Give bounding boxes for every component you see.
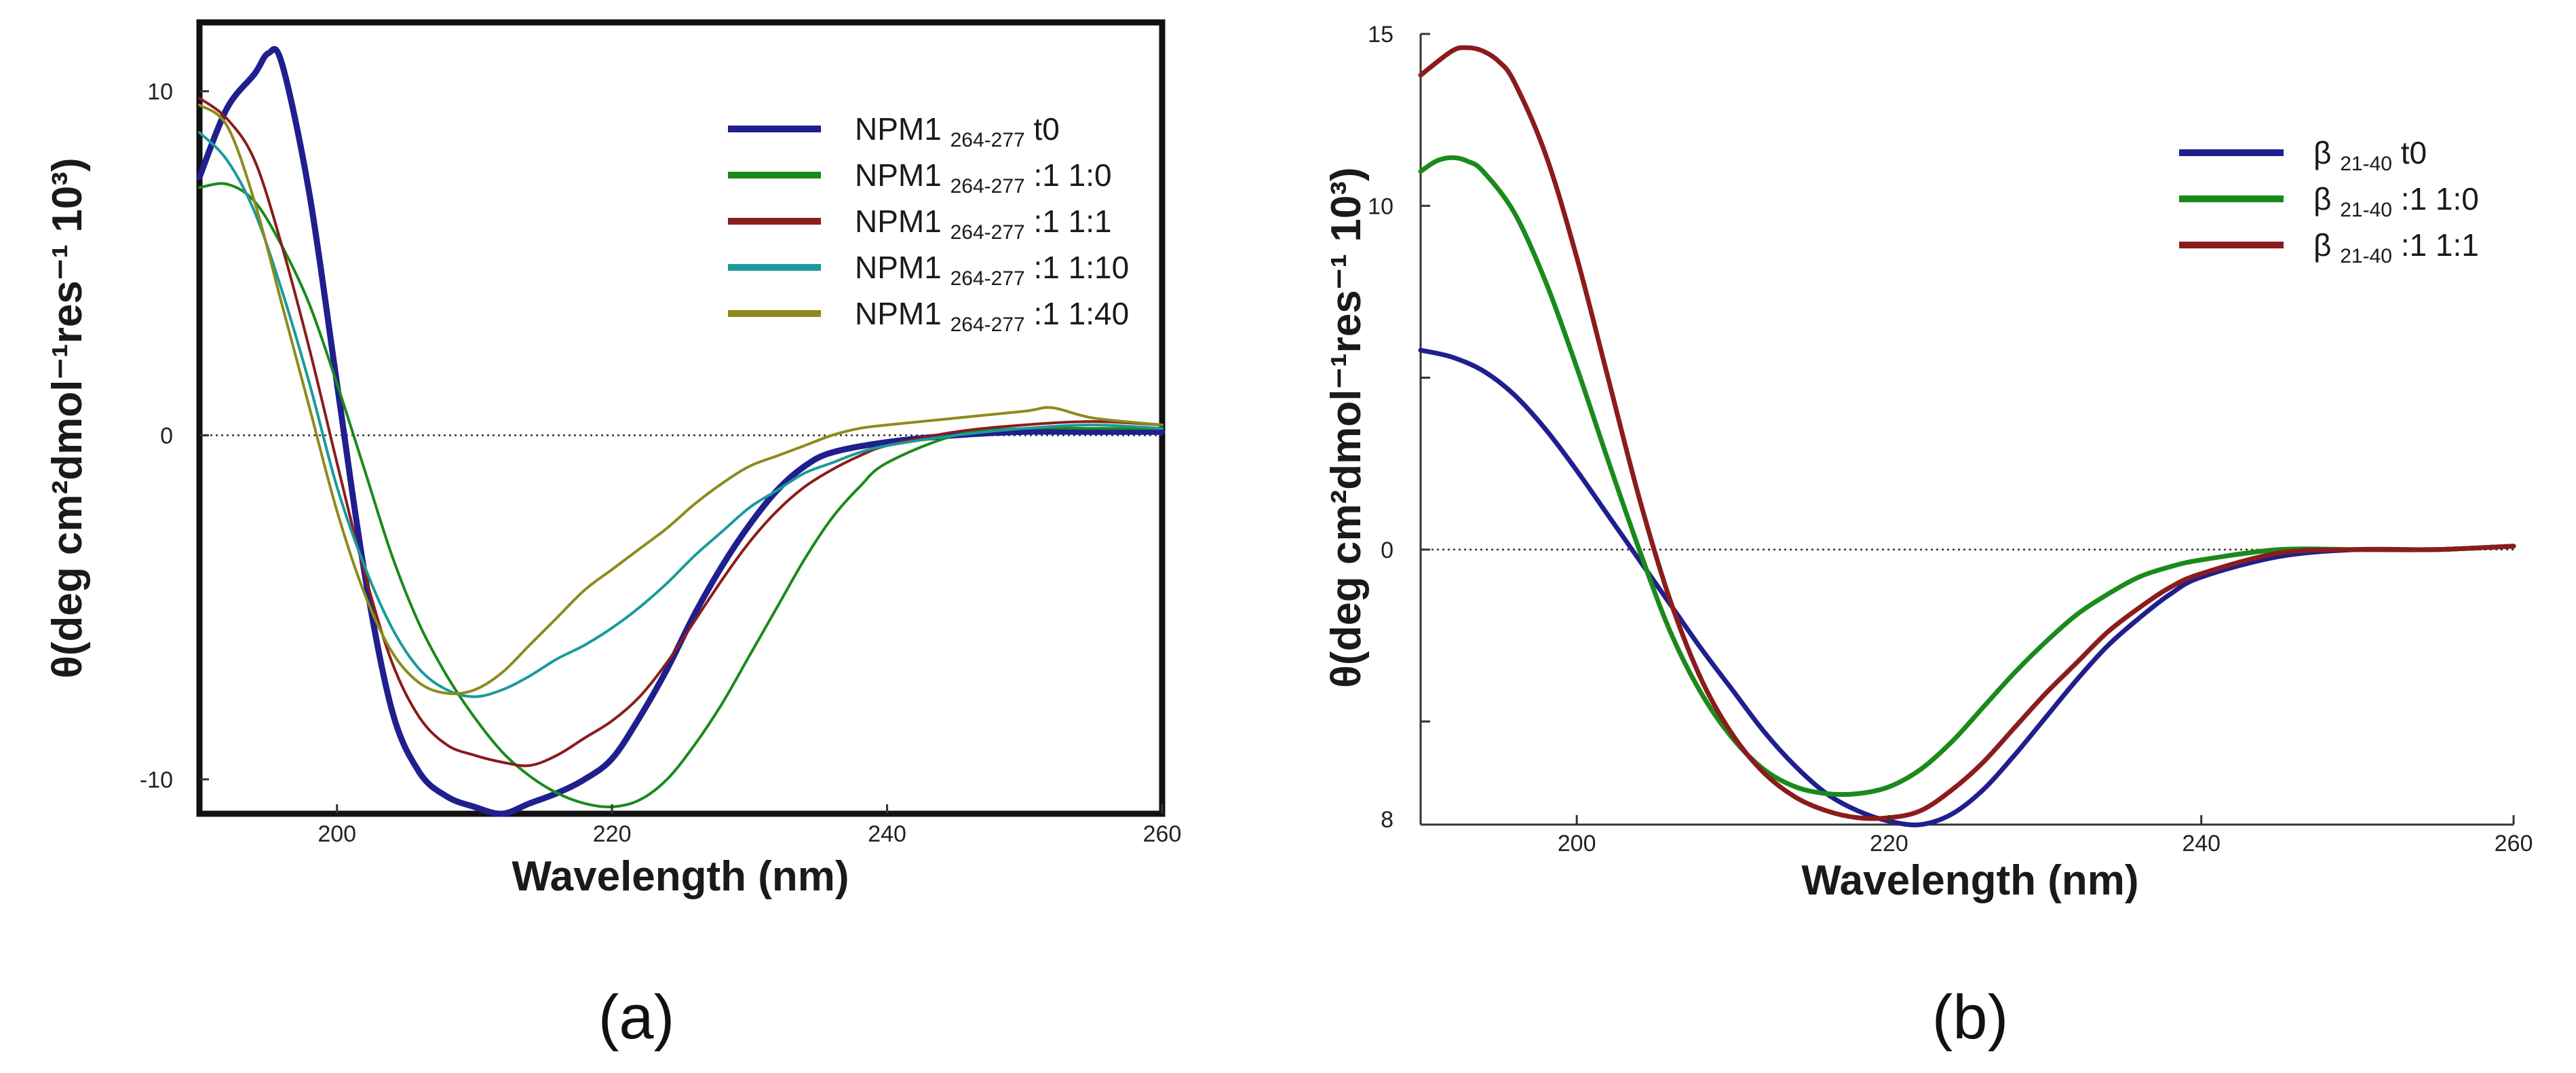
series-line-5 — [198, 103, 1164, 696]
x-tick-label: 260 — [1143, 821, 1182, 847]
series-line-3 — [1418, 45, 2516, 821]
x-tick-label: 240 — [2182, 831, 2221, 856]
panel-b-label: (b) — [1932, 983, 2008, 1052]
panel-a-label: (a) — [598, 983, 674, 1052]
legend-label-1: NPM1 264-277 t0 — [855, 111, 1060, 151]
x-tick-label: 200 — [318, 821, 356, 847]
legend-label-3: NPM1 264-277 :1 1:1 — [855, 204, 1112, 244]
x-tick-label: 260 — [2495, 831, 2533, 856]
series-line-4 — [198, 131, 1164, 698]
series-line-1 — [196, 45, 1166, 817]
y-tick-label: 10 — [147, 79, 173, 105]
panel-a-tick-group: 200 220 240 260 -10 0 10 — [140, 79, 1182, 847]
legend-label-1: β 21-40 t0 — [2313, 135, 2427, 175]
panel-a-legend: NPM1 264-277 t0 NPM1 264-277 :1 1:0 NPM1 2… — [728, 111, 1129, 336]
panel-a-x-axis-title: Wavelength (nm) — [512, 853, 849, 900]
y-bottom-label: 8 — [1381, 807, 1393, 833]
x-tick-label: 220 — [1870, 831, 1908, 856]
y-tick-label: 15 — [1368, 22, 1393, 48]
panel-b-series-group — [1418, 45, 2516, 827]
y-tick-label: -10 — [140, 767, 173, 793]
x-tick-label: 240 — [868, 821, 906, 847]
panel-a-plot-frame — [196, 19, 1166, 817]
legend-label-3: β 21-40 :1 1:1 — [2313, 227, 2479, 267]
legend-label-2: NPM1 264-277 :1 1:0 — [855, 157, 1112, 197]
legend-label-2: β 21-40 :1 1:0 — [2313, 181, 2479, 221]
series-line-2 — [1418, 155, 2516, 797]
y-tick-label: 10 — [1368, 193, 1393, 219]
panel-a-y-axis-title: θ(deg cm²dmol⁻¹res⁻¹ 10³) — [44, 157, 91, 678]
legend-label-5: NPM1 264-277 :1 1:40 — [855, 296, 1129, 336]
series-line-2 — [198, 182, 1164, 809]
panel-b-x-axis-title: Wavelength (nm) — [1801, 857, 2138, 904]
panel-b-y-axis-title: θ(deg cm²dmol⁻¹res⁻¹ 10³) — [1323, 167, 1370, 688]
panel-b-tick-group: 200 220 240 260 0 10 15 8 — [1368, 22, 2533, 856]
series-line-1 — [1418, 347, 2516, 827]
x-tick-label: 220 — [593, 821, 632, 847]
panel-a-series-group — [196, 45, 1166, 817]
panel-a: 200 220 240 260 -10 0 10 Wavelength (nm) θ(deg… — [44, 19, 1182, 1052]
y-tick-label: 0 — [160, 423, 173, 449]
x-tick-label: 200 — [1558, 831, 1596, 856]
panel-b: 200 220 240 260 0 10 15 8 Wavelength (nm) θ(deg… — [1323, 22, 2533, 1052]
legend-label-4: NPM1 264-277 :1 1:10 — [855, 250, 1129, 290]
y-tick-label: 0 — [1381, 538, 1393, 563]
panel-b-legend: β 21-40 t0 β 21-40 :1 1:0 β 21-40 :1 1:1 — [2179, 135, 2479, 267]
